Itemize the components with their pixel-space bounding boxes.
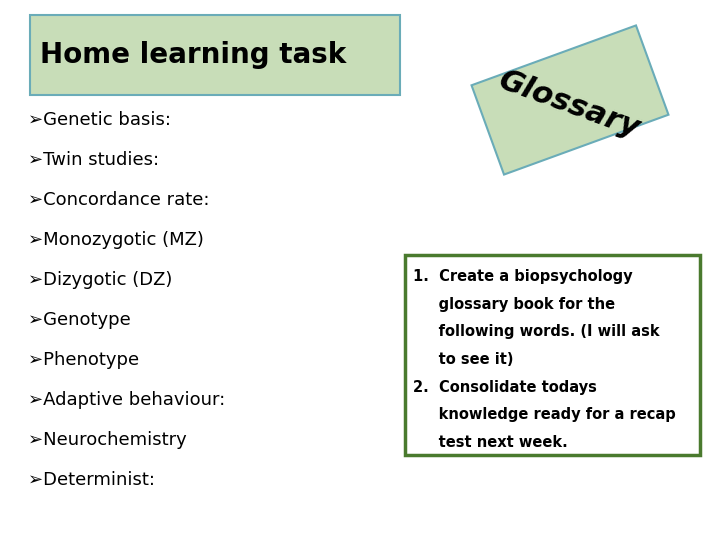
Text: ➢Monozygotic (MZ): ➢Monozygotic (MZ) — [28, 231, 204, 249]
Text: ➢Phenotype: ➢Phenotype — [28, 351, 139, 369]
Text: ➢Adaptive behaviour:: ➢Adaptive behaviour: — [28, 391, 225, 409]
Text: to see it): to see it) — [413, 352, 513, 367]
Text: ➢Dizygotic (DZ): ➢Dizygotic (DZ) — [28, 271, 172, 289]
Text: Glossary: Glossary — [495, 66, 644, 144]
Text: ➢Neurochemistry: ➢Neurochemistry — [28, 431, 186, 449]
FancyBboxPatch shape — [405, 255, 700, 455]
Text: test next week.: test next week. — [413, 435, 568, 450]
Text: ➢Genetic basis:: ➢Genetic basis: — [28, 111, 171, 129]
Text: ➢Genotype: ➢Genotype — [28, 311, 131, 329]
Text: knowledge ready for a recap: knowledge ready for a recap — [413, 408, 676, 422]
Text: 1.  Create a biopsychology: 1. Create a biopsychology — [413, 269, 633, 284]
Text: ➢Concordance rate:: ➢Concordance rate: — [28, 191, 210, 209]
FancyBboxPatch shape — [30, 15, 400, 95]
Text: following words. (I will ask: following words. (I will ask — [413, 325, 660, 339]
Text: ➢Twin studies:: ➢Twin studies: — [28, 151, 159, 169]
Text: Home learning task: Home learning task — [40, 41, 346, 69]
Text: 2.  Consolidate todays: 2. Consolidate todays — [413, 380, 597, 395]
Text: ➢Determinist:: ➢Determinist: — [28, 471, 155, 489]
FancyBboxPatch shape — [472, 25, 668, 174]
Text: glossary book for the: glossary book for the — [413, 296, 615, 312]
